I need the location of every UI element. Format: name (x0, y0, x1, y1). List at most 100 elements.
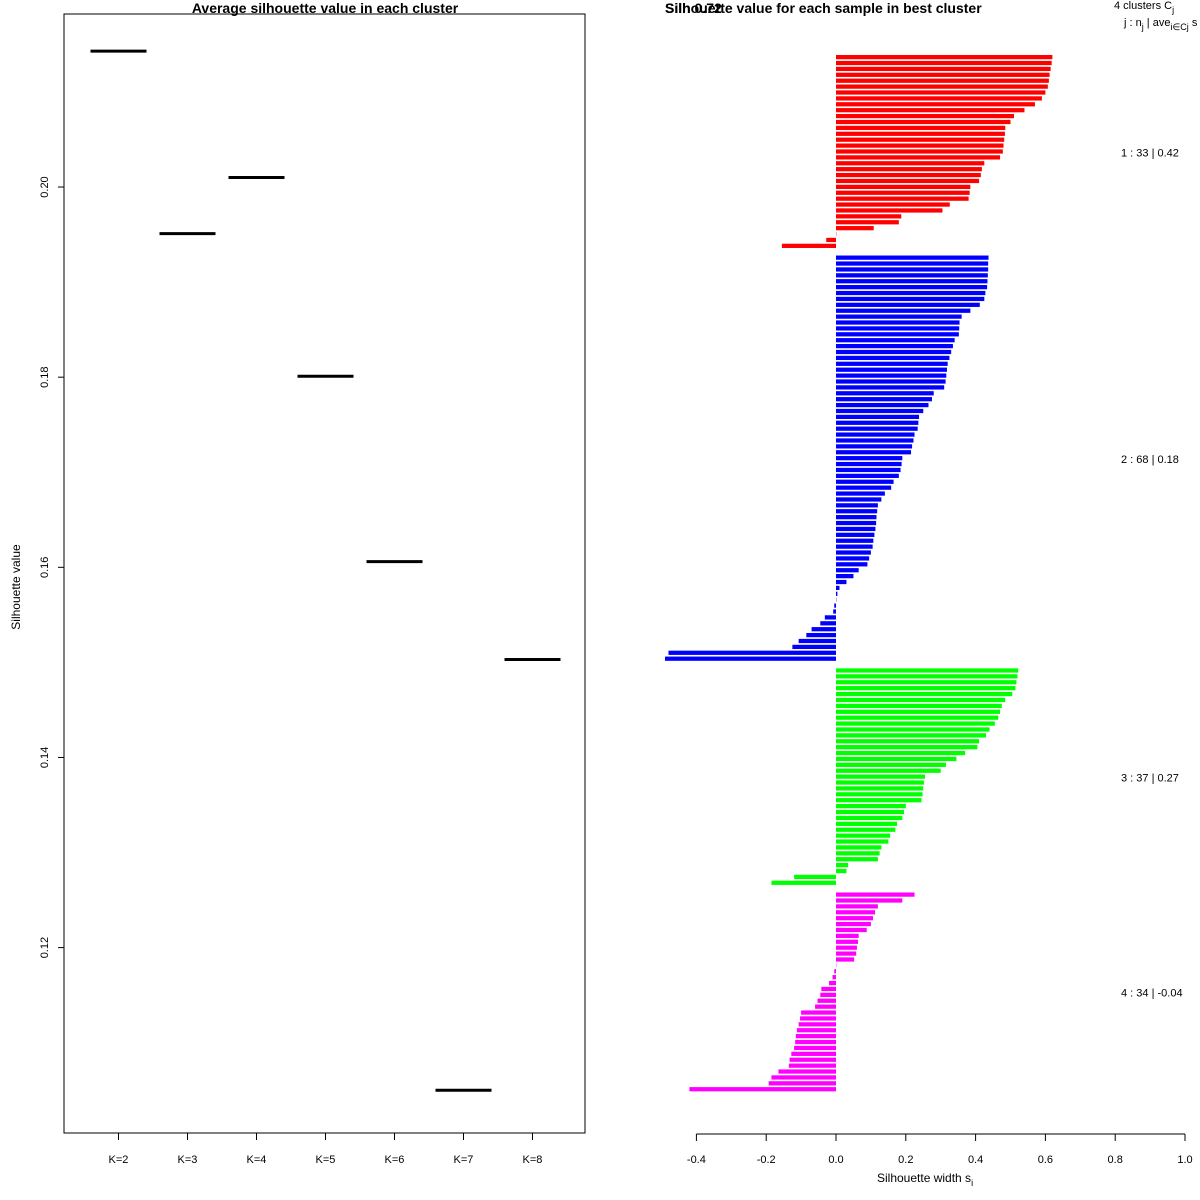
cluster-2-bar (836, 261, 989, 266)
cluster-3-bar (836, 697, 1006, 703)
left-y-tick-label: 0.20 (39, 176, 51, 197)
cluster-4-bar (836, 898, 903, 903)
right-x-axis: -0.4 -0.2 0.0 0.2 0.4 0.6 0.8 1.0 (687, 1133, 1193, 1166)
left-x-tick-label: K=2 (109, 1154, 129, 1166)
cluster-2-bar (836, 438, 914, 443)
cluster-4-bar (832, 975, 836, 980)
cluster-2-bar (836, 308, 971, 313)
cluster-2-bar (836, 550, 871, 555)
cluster-4-bar (836, 904, 878, 909)
cluster-4-bar (791, 1051, 836, 1056)
cluster-3-bar (836, 857, 878, 862)
right-x-tick-label: 0.8 (1108, 1154, 1123, 1166)
right-x-tick-label: 0.4 (968, 1154, 983, 1166)
cluster-2-bar (836, 302, 980, 307)
cluster-1-bar (836, 102, 1035, 107)
legend-header-line1-sub: j (1171, 5, 1174, 15)
cluster-2-bar (836, 479, 894, 484)
cluster-4-bar (789, 1057, 836, 1062)
cluster-2-bar (836, 491, 885, 496)
cluster-3-bar (836, 762, 946, 767)
left-x-tick-label: K=3 (178, 1154, 198, 1166)
silhouette-plot: Silh 0.72 Silhouette value for each samp… (664, 0, 1198, 1188)
left-x-tick-label: K=6 (385, 1154, 405, 1166)
cluster-2-bar (806, 632, 836, 638)
cluster-2-bar (836, 391, 934, 396)
left-x-tick-label: K=8 (523, 1154, 543, 1166)
cluster-4-label: 4 : 34 | -0.04 (1121, 988, 1183, 1000)
cluster-2-bar (836, 515, 877, 520)
cluster-3-bar (836, 780, 924, 785)
cluster-2-bar (836, 461, 902, 467)
right-x-axis-label-text: Silhouette width s (877, 1171, 971, 1185)
cluster-2-bar (836, 320, 960, 325)
left-chart-title: Average silhouette value in each cluster (192, 0, 459, 16)
cluster-4-bar (815, 1004, 836, 1009)
cluster-1-bar (836, 167, 982, 172)
cluster-1-bar (836, 155, 1001, 160)
cluster-2-bar (836, 273, 988, 278)
cluster-2-bar (668, 650, 836, 655)
cluster-2-bar (836, 314, 962, 319)
cluster-2-bar (836, 402, 929, 408)
cluster-3-bar (836, 691, 1013, 697)
cluster-1-bar (836, 220, 899, 225)
cluster-1-bar (836, 149, 1003, 154)
cluster-3-bar (836, 792, 923, 797)
cluster-3-bar (836, 821, 898, 826)
cluster-2-bar (836, 420, 919, 425)
average-silhouette-chart: Average silhouette value in each cluster… (9, 0, 586, 1166)
cluster-1-bar (836, 190, 970, 195)
cluster-2-bar (836, 503, 878, 508)
cluster-3-bar (836, 703, 1002, 708)
cluster-1-bar (836, 72, 1050, 77)
silhouette-bars (664, 55, 1053, 1092)
legend-header-line2-sub: j (1141, 22, 1144, 32)
cluster-4-bar (689, 1087, 836, 1092)
cluster-3-bar (836, 815, 903, 821)
cluster-2-bar (836, 497, 882, 502)
cluster-2-bar (820, 621, 836, 626)
cluster-4-bar (795, 1039, 836, 1045)
legend-header: 4 clusters Cj j : nj | avei∈Cj s (1114, 0, 1198, 32)
cluster-2-bar (836, 568, 859, 573)
left-y-tick-label: 0.18 (39, 366, 51, 387)
cluster-1-bar (836, 125, 1006, 131)
left-marks (90, 49, 561, 1092)
legend-header-line1: 4 clusters Cj (1114, 0, 1174, 15)
cluster-4-bar (801, 1010, 836, 1015)
cluster-2-bar (824, 615, 836, 620)
cluster-3-bar (836, 786, 924, 791)
cluster-2-bar (836, 585, 840, 591)
cluster-3-bar (836, 668, 1019, 673)
cluster-4-bar (768, 1081, 836, 1086)
right-x-tick-label: 0.0 (828, 1154, 843, 1166)
cluster-1-bar (836, 214, 902, 219)
cluster-1-bar (826, 237, 836, 243)
cluster-3-bar (836, 833, 891, 838)
cluster-3-bar (836, 680, 1017, 685)
cluster-3-bar (836, 868, 847, 874)
cluster-2-bar (836, 444, 913, 449)
left-x-tick-label: K=5 (316, 1154, 336, 1166)
cluster-1-bar (836, 90, 1046, 95)
cluster-4-bar (798, 1022, 836, 1027)
cluster-1-bar (781, 243, 836, 248)
cluster-1-bar (836, 108, 1025, 113)
cluster-3-bar (836, 686, 1016, 691)
right-x-tick-label: -0.4 (687, 1154, 706, 1166)
left-y-tick-label: 0.16 (39, 557, 51, 578)
cluster-3-bar (836, 804, 906, 809)
cluster-2-bar (836, 432, 915, 437)
left-plot-frame (63, 13, 586, 1134)
cluster-2-bar (792, 644, 836, 650)
legend-header-line2: j : nj | avei∈Cj s (1123, 17, 1198, 32)
cluster-2-bar (836, 361, 948, 366)
cluster-4-bar (820, 992, 836, 997)
cluster-4-bar (836, 916, 873, 921)
cluster-1-bar (836, 172, 981, 178)
legend-header-line1-text: 4 clusters C (1114, 0, 1172, 12)
right-x-tick-label: 1.0 (1177, 1154, 1192, 1166)
cluster-3-bar (836, 839, 889, 844)
